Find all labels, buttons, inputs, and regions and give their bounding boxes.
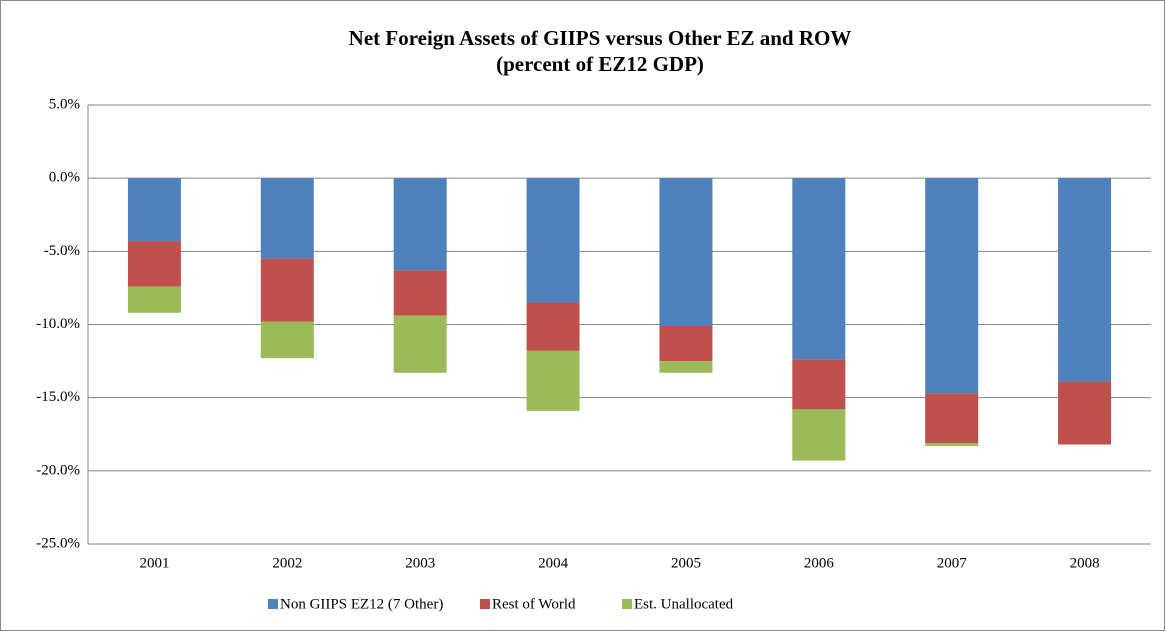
- y-tick-label: 5.0%: [49, 96, 80, 112]
- x-tick-label: 2008: [1070, 555, 1100, 571]
- bar-segment: [925, 393, 979, 444]
- legend-swatch: [268, 599, 278, 609]
- bar-segment: [792, 359, 846, 410]
- bar-segment: [792, 178, 846, 360]
- y-tick-label: -5.0%: [44, 243, 80, 259]
- x-tick-label: 2005: [671, 555, 701, 571]
- y-tick-label: 0.0%: [49, 170, 80, 186]
- legend-label: Est. Unallocated: [634, 596, 734, 612]
- bar-segment: [393, 270, 447, 316]
- y-tick-label: -20.0%: [36, 462, 80, 478]
- legend-swatch: [480, 599, 490, 609]
- bar-segment: [526, 178, 580, 303]
- legend-swatch: [622, 599, 632, 609]
- x-tick-label: 2003: [405, 555, 435, 571]
- legend-label: Non GIIPS EZ12 (7 Other): [280, 596, 443, 612]
- x-tick-label: 2007: [937, 555, 968, 571]
- bar-segment: [393, 178, 447, 271]
- y-tick-label: -25.0%: [36, 535, 80, 551]
- y-tick-label: -15.0%: [36, 389, 80, 405]
- bar-segment: [925, 178, 979, 394]
- bar-segment: [393, 315, 447, 373]
- bar-segment: [526, 350, 580, 411]
- bar-segment: [127, 178, 181, 242]
- chart-title: Net Foreign Assets of GIIPS versus Other…: [349, 26, 852, 50]
- x-tick-label: 2002: [272, 555, 302, 571]
- bar-segment: [659, 178, 713, 326]
- bar-segment: [1058, 178, 1112, 382]
- bar-segment: [659, 361, 713, 373]
- bar-segment: [127, 241, 181, 287]
- x-tick-label: 2004: [538, 555, 569, 571]
- bar-segment: [925, 443, 979, 446]
- bar-segment: [260, 321, 314, 359]
- y-tick-label: -10.0%: [36, 316, 80, 332]
- bar-segment: [659, 325, 713, 362]
- legend-label: Rest of World: [492, 596, 576, 612]
- bar-segment: [1058, 381, 1112, 445]
- bar-segment: [792, 409, 846, 461]
- bar-segment: [260, 178, 314, 259]
- bar-segment: [127, 286, 181, 313]
- x-tick-label: 2006: [804, 555, 835, 571]
- bar-segment: [260, 258, 314, 322]
- bar-segment: [526, 302, 580, 351]
- chart-subtitle: (percent of EZ12 GDP): [496, 52, 704, 76]
- x-tick-label: 2001: [139, 555, 169, 571]
